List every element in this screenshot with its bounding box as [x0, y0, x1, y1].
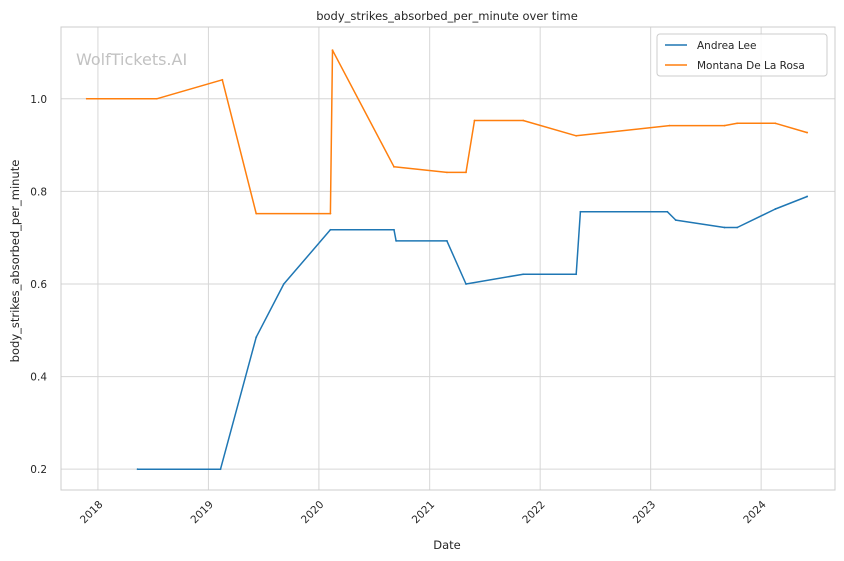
- x-tick-label: 2019: [189, 499, 216, 526]
- series-line: [137, 195, 808, 470]
- legend-label: Andrea Lee: [697, 40, 756, 52]
- data-point: [155, 97, 158, 100]
- x-tick-label: 2020: [299, 499, 326, 526]
- data-point: [736, 122, 739, 125]
- y-tick-label: 0.4: [30, 372, 47, 384]
- data-point: [736, 226, 739, 229]
- x-axis-label: Date: [433, 538, 461, 552]
- data-point: [522, 273, 525, 276]
- data-point: [393, 228, 395, 231]
- data-point: [136, 468, 139, 471]
- data-point: [255, 212, 258, 215]
- data-point: [774, 122, 777, 125]
- data-point: [465, 171, 467, 174]
- data-point: [395, 240, 397, 242]
- data-point: [522, 119, 525, 122]
- y-tick-label: 0.6: [30, 279, 47, 291]
- data-point: [674, 219, 677, 221]
- series-1: [85, 49, 809, 215]
- x-tick-label: 2023: [631, 499, 658, 526]
- data-point: [85, 97, 88, 100]
- data-point: [774, 208, 777, 210]
- plot-frame: [60, 26, 836, 491]
- data-point: [668, 124, 671, 127]
- data-point: [221, 78, 224, 81]
- plot-area: [85, 49, 809, 471]
- data-point: [465, 283, 467, 285]
- y-axis-label: body_strikes_absorbed_per_minute: [8, 160, 22, 363]
- x-tick-label: 2022: [520, 499, 547, 526]
- data-point: [446, 171, 448, 174]
- y-tick-label: 1.0: [30, 94, 47, 106]
- data-point: [806, 131, 809, 134]
- axes: 2018 2019 2020 2021 2022 2023 2024 0.2 0.4 0.6 0.8…: [30, 26, 836, 526]
- data-point: [331, 49, 334, 52]
- y-tick-label: 0.8: [30, 186, 47, 198]
- data-point: [723, 124, 726, 127]
- x-tick-label: 2024: [741, 498, 769, 526]
- chart-title: body_strikes_absorbed_per_minute over ti…: [316, 9, 578, 23]
- data-point: [219, 468, 222, 471]
- data-point: [329, 228, 332, 231]
- data-point: [393, 165, 395, 168]
- x-tick-label: 2018: [78, 499, 105, 526]
- y-tick-label: 0.2: [30, 464, 47, 476]
- data-point: [666, 210, 669, 213]
- data-point: [723, 226, 726, 229]
- data-point: [329, 212, 332, 215]
- data-point: [806, 195, 809, 198]
- grid-lines: [61, 27, 835, 490]
- legend-label: Montana De La Rosa: [697, 60, 805, 72]
- data-point: [473, 119, 476, 122]
- watermark: WolfTickets.AI: [76, 50, 187, 69]
- series-0: [136, 195, 809, 471]
- legend: Andrea Lee Montana De La Rosa: [656, 33, 828, 77]
- data-point: [575, 273, 578, 276]
- data-point: [255, 336, 258, 339]
- x-tick-label: 2021: [410, 499, 437, 526]
- data-point: [446, 240, 448, 242]
- legend-box: [656, 33, 828, 77]
- data-point: [575, 134, 578, 137]
- data-point: [282, 283, 285, 285]
- data-point: [579, 210, 582, 213]
